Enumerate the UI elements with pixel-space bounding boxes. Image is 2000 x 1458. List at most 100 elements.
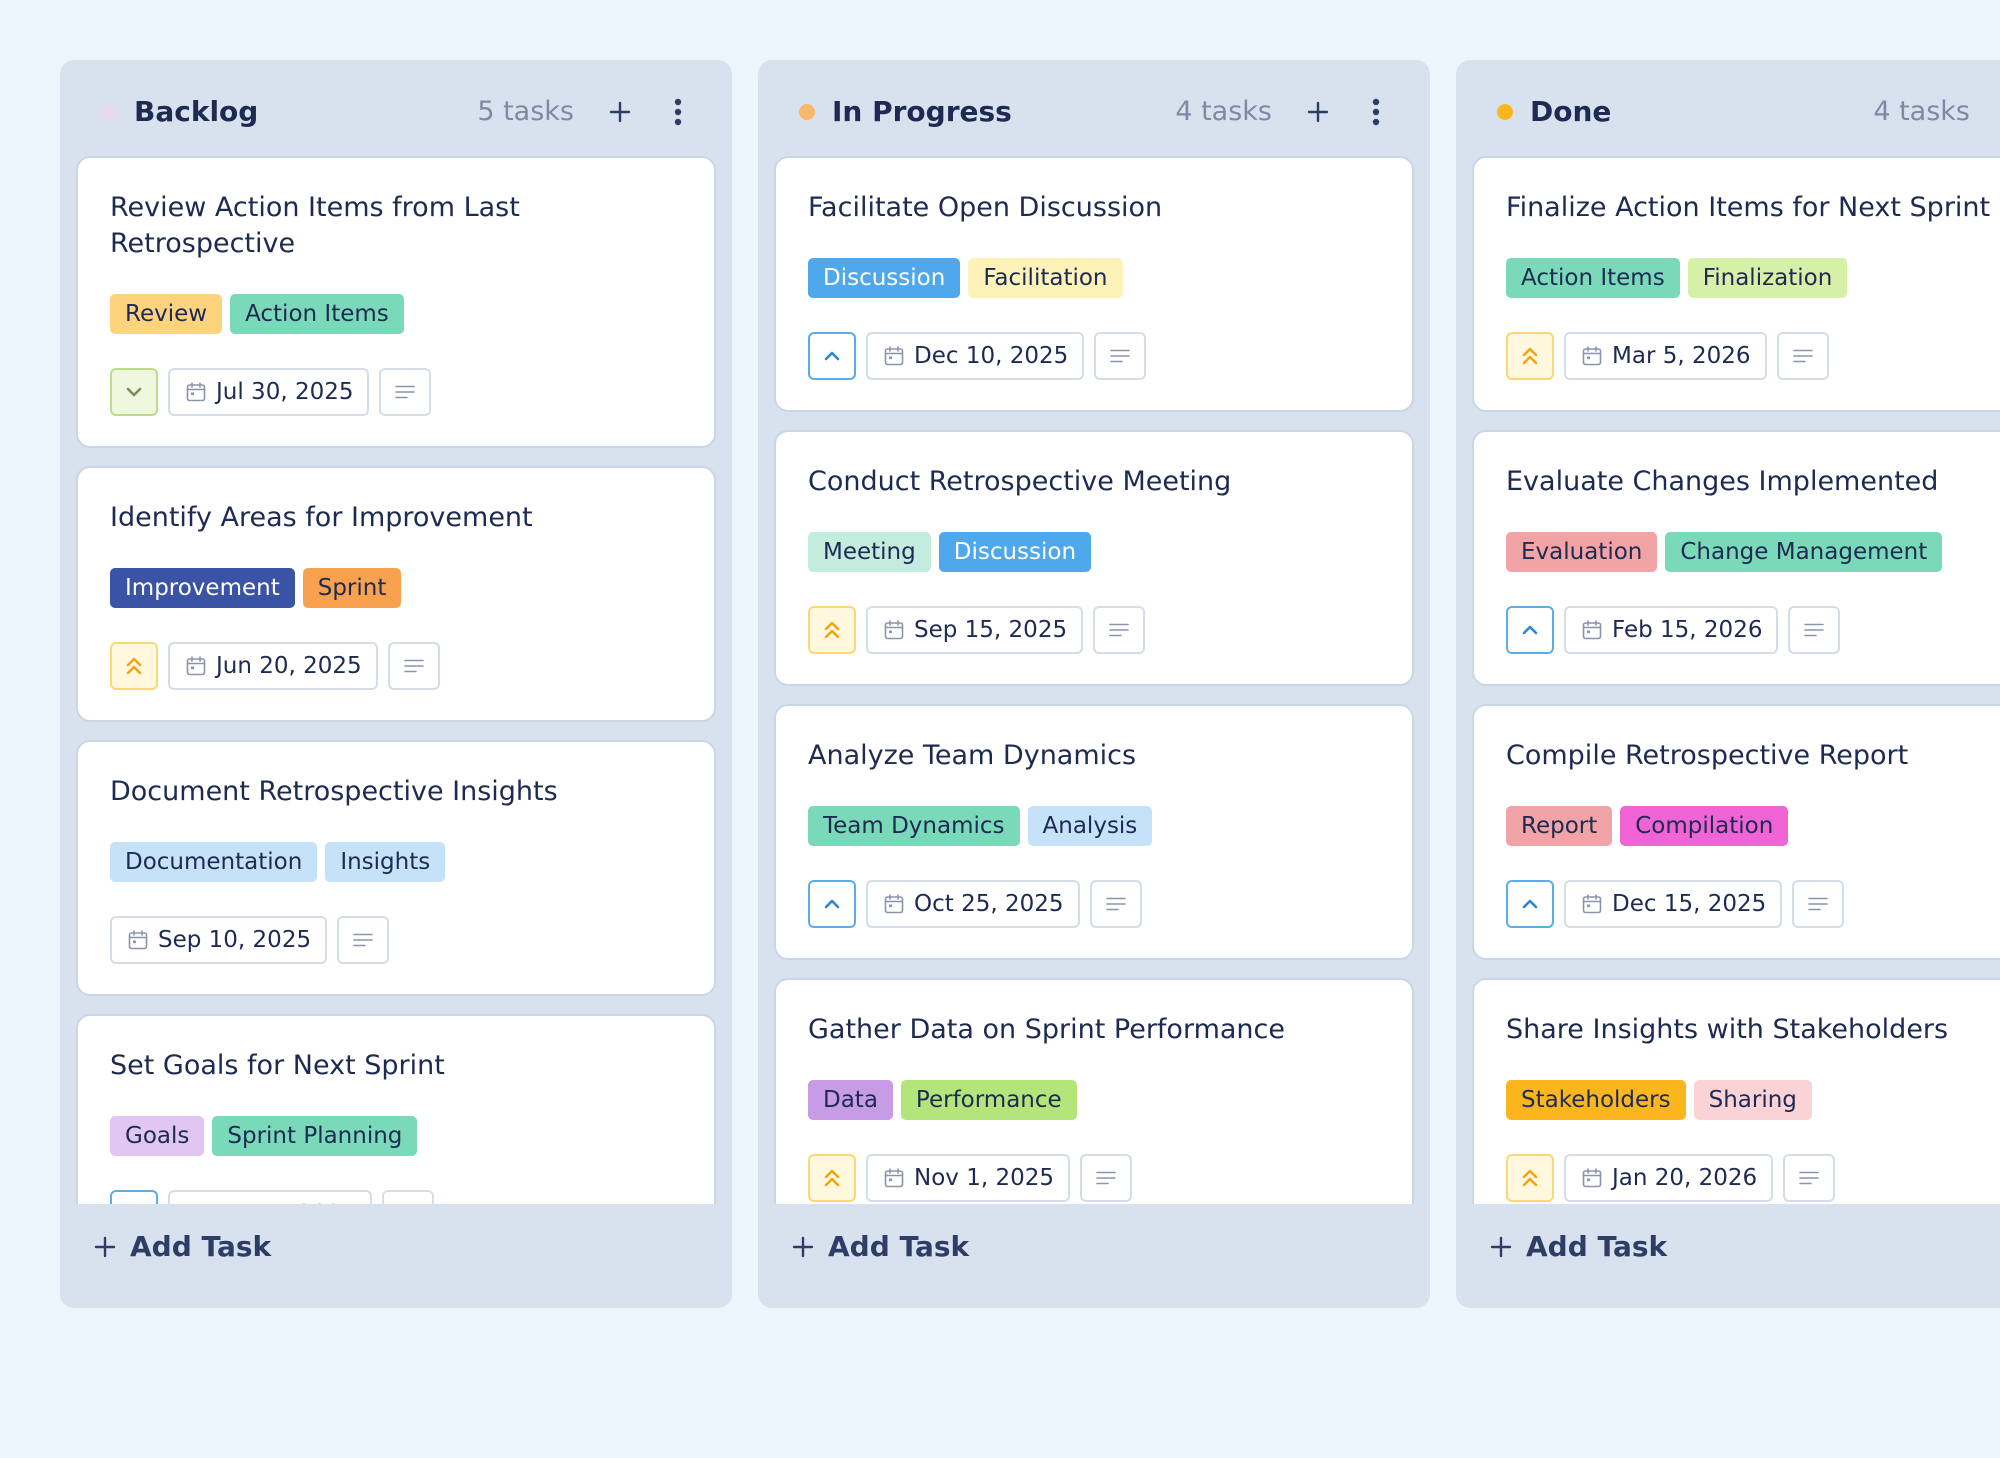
priority-button[interactable] (808, 332, 856, 380)
tag-list: Data Performance (808, 1080, 1077, 1120)
calendar-icon (884, 1168, 904, 1188)
priority-button[interactable] (1506, 880, 1554, 928)
task-meta: Dec 10, 2025 (808, 332, 1147, 380)
notes-button[interactable] (1788, 606, 1841, 654)
status-dot (1497, 104, 1513, 120)
task-card[interactable]: Share Insights with Stakeholders Stakehol… (1472, 978, 2000, 1204)
card-list: Facilitate Open Discussion Discussion Faci… (774, 156, 1414, 1204)
tag-list: Stakeholders Sharing (1506, 1080, 1812, 1120)
priority-button[interactable] (1506, 332, 1554, 380)
add-task-label: Add Task (828, 1230, 970, 1263)
task-card[interactable]: Evaluate Changes Implemented Evaluation Ch… (1472, 430, 2000, 686)
notes-button[interactable] (1094, 332, 1147, 380)
tag: Analysis (1027, 806, 1153, 846)
calendar-icon (1582, 346, 1602, 366)
tag: Data (808, 1080, 893, 1120)
double-chevron-up-icon (1521, 345, 1539, 367)
plus-icon (94, 1236, 116, 1258)
task-card[interactable]: Gather Data on Sprint Performance Data Per… (774, 978, 1414, 1204)
priority-button[interactable] (110, 1190, 158, 1204)
priority-button[interactable] (1506, 1154, 1554, 1202)
add-card-button[interactable] (598, 90, 642, 134)
tag: Compilation (1620, 806, 1789, 846)
due-date: Dec 15, 2025 (1612, 891, 1767, 917)
task-card[interactable]: Document Retrospective Insights Documenta… (76, 740, 716, 996)
add-card-button[interactable] (1994, 90, 2000, 134)
task-meta: Jul 30, 2025 (110, 368, 432, 416)
more-vertical-icon (673, 98, 683, 126)
tag: Documentation (110, 842, 318, 882)
task-title: Facilitate Open Discussion (808, 192, 1163, 223)
plus-icon (1307, 101, 1329, 123)
due-date-button[interactable]: Nov 1, 2025 (866, 1154, 1070, 1202)
task-card[interactable]: Review Action Items from Last Retrospect… (76, 156, 716, 448)
task-card[interactable]: Identify Areas for Improvement Improvemen… (76, 466, 716, 722)
due-date-button[interactable]: Sep 10, 2025 (110, 916, 328, 964)
notes-button[interactable] (1776, 332, 1829, 380)
priority-button[interactable] (808, 1154, 856, 1202)
due-date: Nov 1, 2025 (914, 1165, 1054, 1191)
notes-button[interactable] (382, 1190, 435, 1204)
due-date-button[interactable]: Aug 5, 2025 (168, 1190, 373, 1204)
notes-button[interactable] (337, 916, 390, 964)
column-menu-button[interactable] (656, 90, 700, 134)
tag: Sprint (302, 568, 402, 608)
due-date-button[interactable]: Mar 5, 2026 (1564, 332, 1767, 380)
due-date-button[interactable]: Jan 20, 2026 (1564, 1154, 1774, 1202)
due-date-button[interactable]: Dec 10, 2025 (866, 332, 1085, 380)
task-title: Compile Retrospective Report (1506, 740, 1909, 771)
notes-button[interactable] (1783, 1154, 1836, 1202)
kanban-board: Backlog 5 tasks Review Action Items from L… (60, 60, 2000, 1310)
add-task-button[interactable]: Add Task (94, 1230, 271, 1263)
due-date: Oct 25, 2025 (914, 891, 1064, 917)
due-date-button[interactable]: Jun 20, 2025 (168, 642, 378, 690)
task-count: 4 tasks (1175, 96, 1272, 127)
tag: Stakeholders (1506, 1080, 1686, 1120)
add-task-label: Add Task (1526, 1230, 1668, 1263)
chevron-up-icon (823, 350, 841, 362)
task-title: Document Retrospective Insights (110, 776, 558, 807)
priority-button[interactable] (1506, 606, 1554, 654)
task-card[interactable]: Analyze Team Dynamics Team Dynamics Analys… (774, 704, 1414, 960)
tag: Improvement (110, 568, 295, 608)
priority-button[interactable] (110, 642, 158, 690)
tag: Facilitation (968, 258, 1123, 298)
task-meta: Oct 25, 2025 (808, 880, 1142, 928)
task-title: Finalize Action Items for Next Sprint (1506, 192, 1991, 223)
tag: Evaluation (1506, 532, 1658, 572)
task-meta: Feb 15, 2026 (1506, 606, 1841, 654)
due-date-button[interactable]: Oct 25, 2025 (866, 880, 1080, 928)
task-card[interactable]: Set Goals for Next Sprint Goals Sprint Pla… (76, 1014, 716, 1204)
task-title: Analyze Team Dynamics (808, 740, 1137, 771)
task-card[interactable]: Finalize Action Items for Next Sprint Act… (1472, 156, 2000, 412)
due-date: Aug 5, 2025 (216, 1201, 356, 1204)
calendar-icon (1582, 894, 1602, 914)
add-task-button[interactable]: Add Task (792, 1230, 969, 1263)
priority-button[interactable] (808, 880, 856, 928)
due-date-button[interactable]: Sep 15, 2025 (866, 606, 1084, 654)
task-card[interactable]: Compile Retrospective Report Report Compil… (1472, 704, 2000, 960)
task-card[interactable]: Conduct Retrospective Meeting Meeting Disc… (774, 430, 1414, 686)
add-task-button[interactable]: Add Task (1490, 1230, 1667, 1263)
notes-button[interactable] (387, 642, 440, 690)
priority-button[interactable] (110, 368, 158, 416)
due-date-button[interactable]: Jul 30, 2025 (168, 368, 370, 416)
notes-button[interactable] (1093, 606, 1146, 654)
tag-list: Team Dynamics Analysis (808, 806, 1153, 846)
notes-button[interactable] (1089, 880, 1142, 928)
tag-list: Discussion Facilitation (808, 258, 1123, 298)
column-menu-button[interactable] (1354, 90, 1398, 134)
plus-icon (792, 1236, 814, 1258)
task-card[interactable]: Facilitate Open Discussion Discussion Faci… (774, 156, 1414, 412)
due-date-button[interactable]: Feb 15, 2026 (1564, 606, 1779, 654)
notes-button[interactable] (1080, 1154, 1132, 1202)
task-meta: Sep 15, 2025 (808, 606, 1146, 654)
tag: Meeting (808, 532, 931, 572)
due-date-button[interactable]: Dec 15, 2025 (1564, 880, 1783, 928)
chevron-up-icon (1521, 898, 1539, 910)
notes-button[interactable] (1792, 880, 1845, 928)
priority-button[interactable] (808, 606, 856, 654)
notes-icon (1105, 897, 1126, 911)
notes-button[interactable] (379, 368, 432, 416)
add-card-button[interactable] (1296, 90, 1340, 134)
